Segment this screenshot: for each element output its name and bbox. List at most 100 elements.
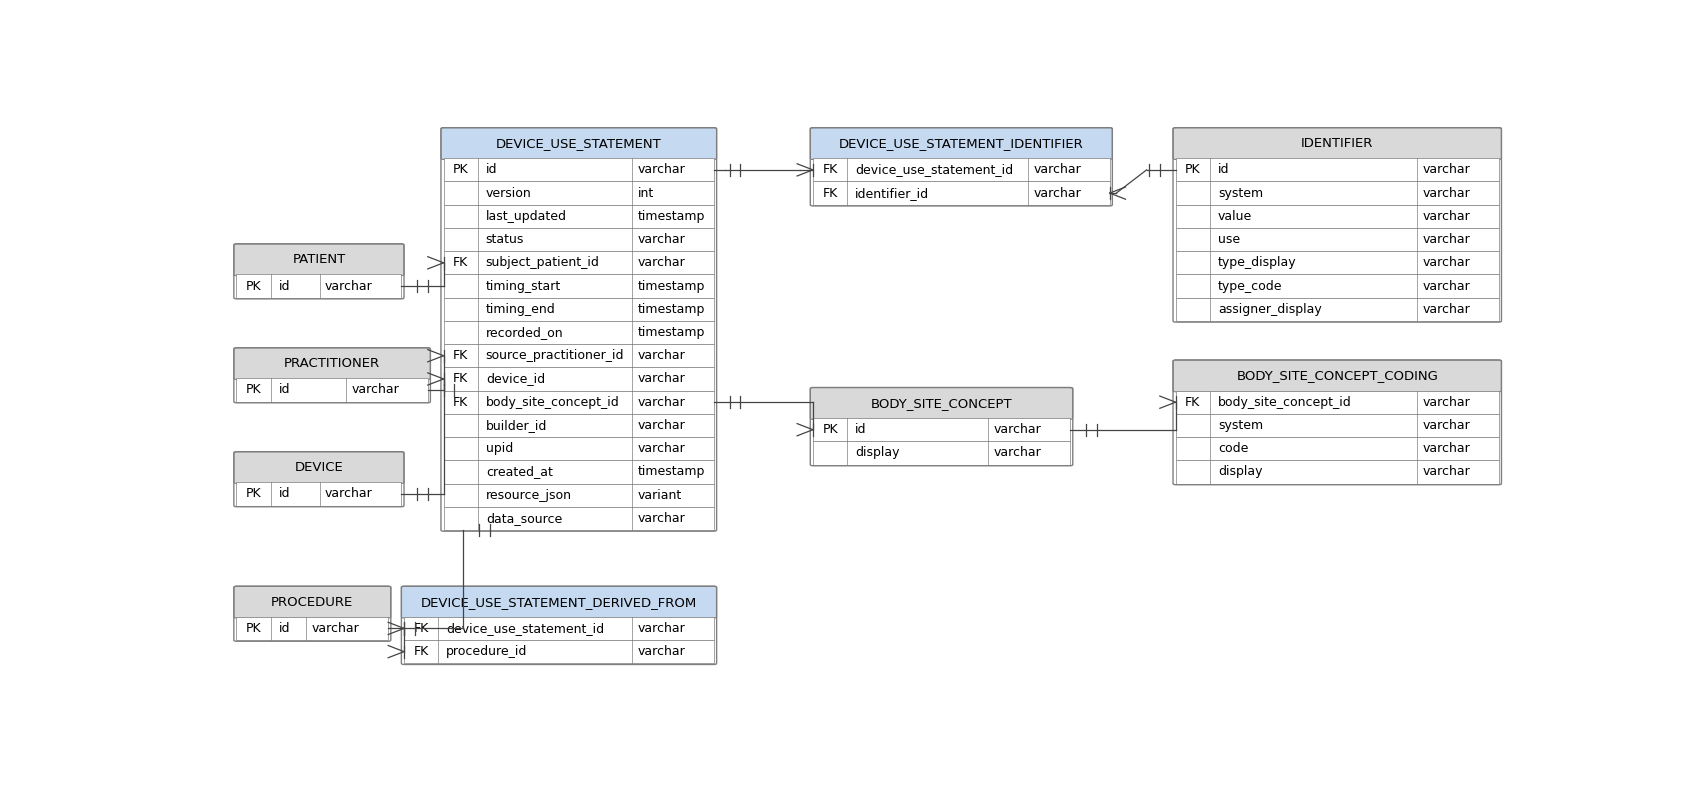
Text: DEVICE: DEVICE: [294, 461, 344, 474]
FancyBboxPatch shape: [237, 482, 402, 506]
FancyBboxPatch shape: [441, 128, 717, 160]
Text: identifier_id: identifier_id: [854, 187, 929, 199]
Text: FK: FK: [414, 622, 429, 635]
Text: FK: FK: [822, 164, 837, 176]
FancyBboxPatch shape: [1176, 275, 1499, 298]
Text: FK: FK: [453, 395, 468, 409]
Text: timing_end: timing_end: [485, 303, 555, 316]
Text: varchar: varchar: [638, 349, 686, 362]
Text: id: id: [279, 279, 291, 292]
FancyBboxPatch shape: [237, 379, 427, 402]
Text: DEVICE_USE_STATEMENT: DEVICE_USE_STATEMENT: [495, 137, 662, 150]
Text: DEVICE_USE_STATEMENT_DERIVED_FROM: DEVICE_USE_STATEMENT_DERIVED_FROM: [420, 596, 698, 609]
FancyBboxPatch shape: [444, 182, 715, 205]
FancyBboxPatch shape: [444, 298, 715, 321]
Text: status: status: [485, 233, 524, 246]
Text: body_site_concept_id: body_site_concept_id: [1219, 395, 1351, 409]
FancyBboxPatch shape: [233, 348, 431, 380]
FancyBboxPatch shape: [233, 244, 403, 276]
Text: last_updated: last_updated: [485, 210, 567, 223]
FancyBboxPatch shape: [814, 182, 1110, 205]
Text: varchar: varchar: [638, 646, 686, 658]
Text: source_practitioner_id: source_practitioner_id: [485, 349, 625, 362]
FancyBboxPatch shape: [402, 586, 717, 618]
FancyBboxPatch shape: [1176, 391, 1499, 414]
FancyBboxPatch shape: [444, 461, 715, 484]
FancyBboxPatch shape: [814, 441, 1071, 464]
Text: varchar: varchar: [1423, 233, 1471, 246]
Text: varchar: varchar: [1423, 395, 1471, 409]
Text: PATIENT: PATIENT: [293, 253, 346, 266]
FancyBboxPatch shape: [403, 617, 715, 640]
Text: PROCEDURE: PROCEDURE: [271, 596, 354, 609]
Text: device_use_statement_id: device_use_statement_id: [854, 164, 1013, 176]
FancyBboxPatch shape: [1176, 298, 1499, 321]
Text: varchar: varchar: [1423, 279, 1471, 292]
Text: varchar: varchar: [351, 384, 398, 396]
Text: varchar: varchar: [325, 279, 373, 292]
Text: varchar: varchar: [1033, 164, 1081, 176]
FancyBboxPatch shape: [1176, 158, 1499, 182]
Text: use: use: [1219, 233, 1241, 246]
Text: subject_patient_id: subject_patient_id: [485, 256, 599, 269]
Text: device_id: device_id: [485, 372, 545, 385]
Text: IDENTIFIER: IDENTIFIER: [1300, 137, 1374, 150]
Text: FK: FK: [414, 646, 429, 658]
Text: BODY_SITE_CONCEPT: BODY_SITE_CONCEPT: [871, 397, 1013, 410]
FancyBboxPatch shape: [1176, 414, 1499, 437]
FancyBboxPatch shape: [444, 321, 715, 344]
FancyBboxPatch shape: [444, 437, 715, 461]
Text: device_use_statement_id: device_use_statement_id: [446, 622, 604, 635]
Text: DEVICE_USE_STATEMENT_IDENTIFIER: DEVICE_USE_STATEMENT_IDENTIFIER: [839, 137, 1084, 150]
Text: varchar: varchar: [638, 512, 686, 525]
Text: varchar: varchar: [1423, 187, 1471, 199]
FancyBboxPatch shape: [444, 158, 715, 182]
Text: variant: variant: [638, 488, 683, 502]
Text: version: version: [485, 187, 531, 199]
FancyBboxPatch shape: [444, 251, 715, 275]
Text: varchar: varchar: [994, 446, 1042, 460]
FancyBboxPatch shape: [444, 368, 715, 391]
Text: PK: PK: [245, 279, 262, 292]
FancyBboxPatch shape: [810, 387, 1072, 419]
FancyBboxPatch shape: [444, 344, 715, 368]
Text: procedure_id: procedure_id: [446, 646, 528, 658]
FancyBboxPatch shape: [444, 275, 715, 298]
Text: display: display: [1219, 465, 1263, 479]
FancyBboxPatch shape: [233, 586, 391, 618]
Text: timestamp: timestamp: [638, 303, 705, 316]
Text: resource_json: resource_json: [485, 488, 572, 502]
Text: varchar: varchar: [1423, 419, 1471, 432]
Text: type_display: type_display: [1219, 256, 1297, 269]
FancyBboxPatch shape: [1176, 437, 1499, 461]
FancyBboxPatch shape: [403, 640, 715, 663]
Text: id: id: [279, 488, 291, 500]
FancyBboxPatch shape: [444, 507, 715, 530]
FancyBboxPatch shape: [444, 228, 715, 251]
FancyBboxPatch shape: [1176, 461, 1499, 484]
Text: recorded_on: recorded_on: [485, 326, 563, 339]
Text: PK: PK: [453, 164, 468, 176]
Text: PK: PK: [245, 622, 262, 635]
FancyBboxPatch shape: [444, 484, 715, 507]
Text: FK: FK: [453, 349, 468, 362]
Text: assigner_display: assigner_display: [1219, 303, 1322, 316]
Text: varchar: varchar: [1423, 303, 1471, 316]
Text: timing_start: timing_start: [485, 279, 562, 292]
FancyBboxPatch shape: [1176, 251, 1499, 275]
FancyBboxPatch shape: [1176, 182, 1499, 205]
Text: display: display: [854, 446, 900, 460]
Text: varchar: varchar: [1423, 465, 1471, 479]
Text: varchar: varchar: [1423, 256, 1471, 269]
Text: varchar: varchar: [638, 622, 686, 635]
Text: builder_id: builder_id: [485, 419, 546, 432]
Text: type_code: type_code: [1219, 279, 1282, 292]
Text: FK: FK: [453, 256, 468, 269]
Text: system: system: [1219, 187, 1263, 199]
Text: id: id: [279, 384, 291, 396]
Text: PK: PK: [245, 384, 262, 396]
Text: BODY_SITE_CONCEPT_CODING: BODY_SITE_CONCEPT_CODING: [1236, 369, 1438, 383]
Text: FK: FK: [1185, 395, 1200, 409]
Text: timestamp: timestamp: [638, 210, 705, 223]
Text: PK: PK: [245, 488, 262, 500]
